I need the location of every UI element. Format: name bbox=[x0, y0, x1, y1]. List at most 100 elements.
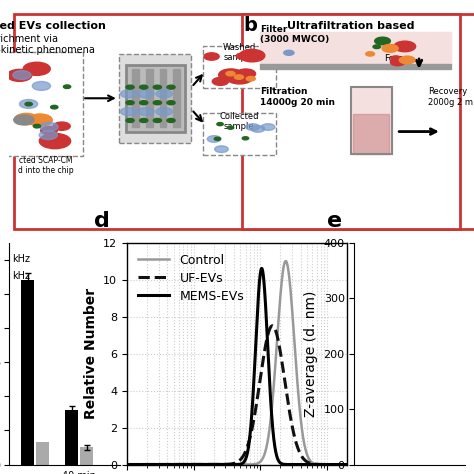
Circle shape bbox=[40, 122, 58, 131]
Circle shape bbox=[399, 56, 415, 64]
Control bbox=[150, 462, 155, 467]
Circle shape bbox=[120, 90, 137, 98]
FancyBboxPatch shape bbox=[126, 65, 185, 132]
Line: UF-EVs: UF-EVs bbox=[127, 326, 354, 465]
Circle shape bbox=[53, 122, 70, 130]
Circle shape bbox=[153, 118, 162, 122]
Circle shape bbox=[23, 62, 50, 75]
Circle shape bbox=[153, 100, 162, 105]
Circle shape bbox=[51, 105, 58, 109]
Circle shape bbox=[39, 131, 57, 139]
Control bbox=[283, 258, 289, 264]
Bar bbox=[353, 114, 390, 154]
Circle shape bbox=[156, 90, 173, 98]
Bar bbox=[260, 32, 451, 65]
Circle shape bbox=[14, 115, 34, 125]
UF-EVs bbox=[351, 462, 356, 467]
MEMS-EVs bbox=[346, 462, 352, 467]
Bar bbox=[65, 410, 78, 465]
Circle shape bbox=[41, 127, 57, 135]
MEMS-EVs bbox=[259, 265, 264, 271]
Control bbox=[124, 462, 130, 467]
Text: Collected
sample: Collected sample bbox=[219, 111, 259, 131]
Circle shape bbox=[64, 85, 71, 89]
UF-EVs bbox=[221, 462, 227, 467]
Text: Enrichment via
AC Electro-kinetic phenomena: Enrichment via AC Electro-kinetic phenom… bbox=[0, 34, 95, 55]
Control bbox=[211, 462, 217, 467]
Text: Filter
(3000 MWCO): Filter (3000 MWCO) bbox=[260, 25, 329, 45]
Circle shape bbox=[7, 69, 32, 82]
Circle shape bbox=[261, 124, 275, 130]
Circle shape bbox=[156, 108, 173, 116]
Circle shape bbox=[126, 100, 134, 105]
UF-EVs bbox=[150, 462, 155, 467]
Circle shape bbox=[382, 45, 398, 52]
Line: MEMS-EVs: MEMS-EVs bbox=[127, 268, 354, 465]
Circle shape bbox=[126, 118, 134, 122]
Line: Control: Control bbox=[127, 261, 354, 465]
Circle shape bbox=[140, 118, 148, 122]
Circle shape bbox=[140, 85, 148, 89]
FancyBboxPatch shape bbox=[118, 54, 191, 143]
Text: 40 min
on the chip: 40 min on the chip bbox=[52, 471, 107, 474]
MEMS-EVs bbox=[124, 462, 130, 467]
Text: cted SCAP-CM
d into the chip: cted SCAP-CM d into the chip bbox=[18, 156, 73, 175]
Circle shape bbox=[373, 45, 381, 48]
Text: e: e bbox=[327, 211, 342, 231]
Circle shape bbox=[394, 41, 416, 52]
Circle shape bbox=[32, 82, 51, 91]
UF-EVs bbox=[164, 462, 169, 467]
Circle shape bbox=[246, 76, 255, 81]
Circle shape bbox=[234, 75, 244, 79]
Circle shape bbox=[251, 126, 265, 132]
FancyBboxPatch shape bbox=[203, 46, 276, 88]
Circle shape bbox=[239, 49, 265, 62]
Circle shape bbox=[391, 56, 401, 61]
Circle shape bbox=[403, 45, 413, 50]
FancyBboxPatch shape bbox=[14, 14, 474, 229]
Circle shape bbox=[242, 137, 249, 140]
Bar bbox=[36, 442, 49, 465]
Circle shape bbox=[375, 37, 391, 45]
Bar bbox=[132, 69, 139, 127]
Circle shape bbox=[366, 52, 374, 56]
Circle shape bbox=[207, 136, 221, 142]
Text: b: b bbox=[244, 16, 258, 35]
Circle shape bbox=[284, 50, 294, 55]
FancyBboxPatch shape bbox=[242, 14, 460, 229]
Circle shape bbox=[19, 100, 37, 109]
Control bbox=[221, 462, 227, 467]
MEMS-EVs bbox=[351, 462, 356, 467]
Legend: Control, UF-EVs, MEMS-EVs: Control, UF-EVs, MEMS-EVs bbox=[133, 249, 249, 308]
Bar bbox=[173, 69, 180, 127]
Bar bbox=[80, 447, 93, 465]
Text: Washed
sample: Washed sample bbox=[223, 43, 256, 62]
MEMS-EVs bbox=[211, 462, 217, 467]
Bar bbox=[21, 280, 34, 465]
MEMS-EVs bbox=[164, 462, 169, 467]
Circle shape bbox=[204, 53, 219, 60]
Circle shape bbox=[39, 133, 71, 149]
Circle shape bbox=[217, 123, 223, 126]
Circle shape bbox=[167, 100, 175, 105]
Circle shape bbox=[138, 108, 154, 116]
Text: Filtration
14000g 20 min: Filtration 14000g 20 min bbox=[260, 87, 335, 107]
Circle shape bbox=[153, 85, 162, 89]
FancyBboxPatch shape bbox=[203, 113, 276, 155]
Bar bbox=[146, 69, 153, 127]
UF-EVs bbox=[270, 323, 275, 328]
Bar bbox=[160, 69, 166, 127]
Circle shape bbox=[126, 85, 134, 89]
UF-EVs bbox=[322, 462, 328, 467]
Circle shape bbox=[226, 72, 235, 76]
Circle shape bbox=[167, 85, 175, 89]
Control bbox=[164, 462, 169, 467]
MEMS-EVs bbox=[150, 462, 155, 467]
Circle shape bbox=[33, 124, 41, 128]
Circle shape bbox=[236, 69, 255, 79]
Circle shape bbox=[120, 108, 137, 116]
Y-axis label: Z-average (d. nm): Z-average (d. nm) bbox=[304, 291, 318, 417]
MEMS-EVs bbox=[221, 462, 227, 467]
Bar bbox=[260, 64, 451, 69]
Bar bbox=[351, 87, 392, 154]
